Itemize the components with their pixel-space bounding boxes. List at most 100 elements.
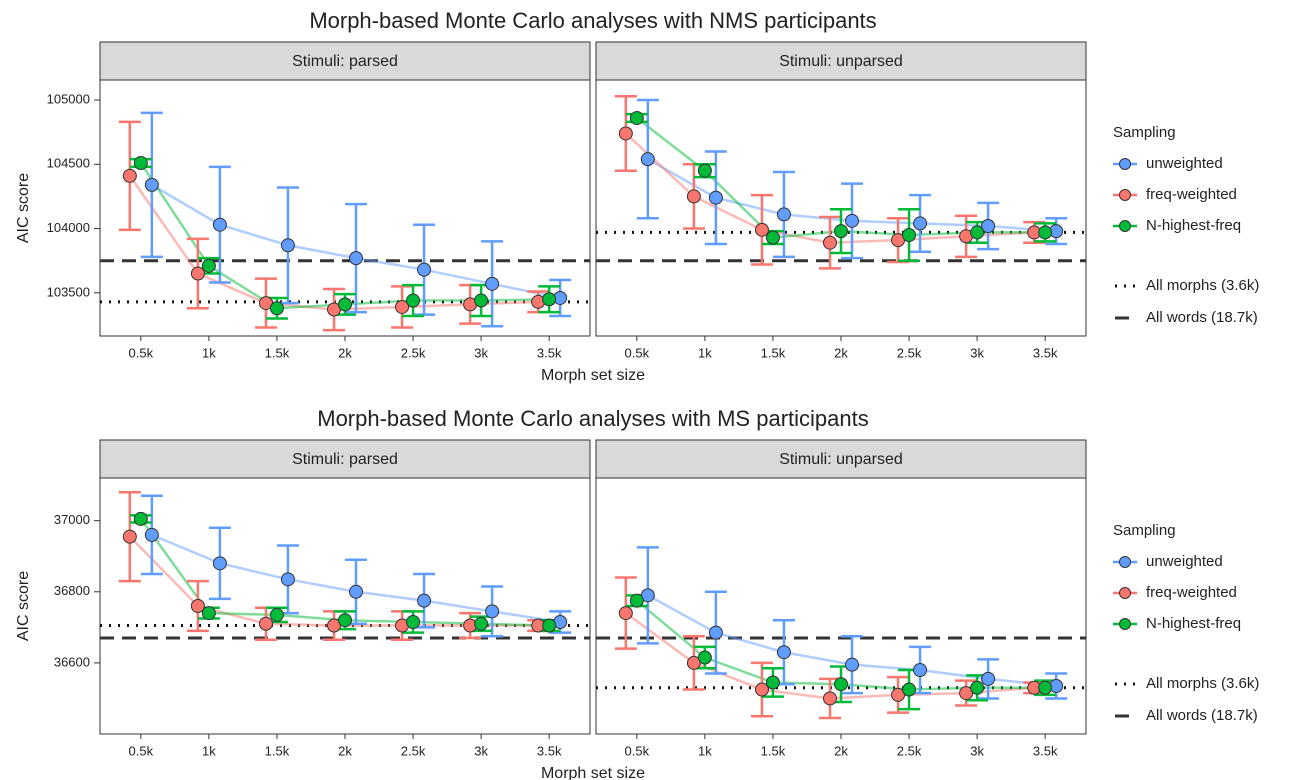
legend-label: All words (18.7k) <box>1146 309 1258 326</box>
legend-point <box>1119 587 1131 599</box>
strip <box>99 439 591 479</box>
chart-title: Morph-based Monte Carlo analyses with NM… <box>309 8 876 33</box>
point <box>845 657 859 672</box>
point <box>122 529 137 544</box>
panel-title: Stimuli: unparsed <box>779 451 903 468</box>
point <box>618 126 633 141</box>
point <box>406 293 421 308</box>
point <box>981 218 996 233</box>
point <box>902 682 917 697</box>
point <box>708 625 723 640</box>
legend-label: All morphs (3.6k) <box>1146 675 1259 692</box>
x-tick-label: 1k <box>698 743 712 758</box>
legend-point <box>1119 189 1131 201</box>
point <box>834 224 848 239</box>
x-tick-label: 1.5k <box>265 345 290 360</box>
x-tick-label: 2k <box>338 743 352 758</box>
panel-title: Stimuli: parsed <box>292 53 398 70</box>
legend-point <box>1119 618 1131 630</box>
point <box>542 618 557 633</box>
point <box>406 615 421 629</box>
point <box>201 258 216 273</box>
point <box>708 190 723 205</box>
point <box>212 556 227 571</box>
strip <box>595 41 1087 81</box>
point <box>269 301 284 316</box>
y-tick-label: 104000 <box>47 220 90 235</box>
point <box>349 584 363 599</box>
point <box>776 207 791 222</box>
legend-label: All morphs (3.6k) <box>1146 277 1259 294</box>
x-tick-label: 1.5k <box>761 743 786 758</box>
legend-label: freq-weighted <box>1146 584 1237 601</box>
point <box>834 677 848 692</box>
point <box>122 168 137 183</box>
x-tick-label: 3k <box>474 743 488 758</box>
point <box>1038 225 1053 240</box>
point <box>970 680 985 695</box>
x-tick-label: 3.5k <box>537 345 562 360</box>
point <box>629 593 644 608</box>
x-tick-label: 0.5k <box>625 345 650 360</box>
y-tick-label: 36800 <box>54 583 90 598</box>
point <box>913 216 928 231</box>
panel <box>595 79 1087 337</box>
x-tick-label: 1k <box>698 345 712 360</box>
point <box>395 299 410 314</box>
legend-point <box>1119 220 1131 232</box>
legend-title: Sampling <box>1113 124 1176 141</box>
x-tick-label: 2k <box>338 345 352 360</box>
point <box>765 230 780 245</box>
x-tick-label: 2k <box>834 345 848 360</box>
legend-label: unweighted <box>1146 553 1223 570</box>
point <box>133 511 148 526</box>
strip <box>99 41 591 81</box>
point <box>754 222 769 237</box>
panel-title: Stimuli: parsed <box>292 451 398 468</box>
x-tick-label: 2k <box>834 743 848 758</box>
point <box>686 189 701 204</box>
legend-point <box>1119 158 1131 170</box>
point <box>776 645 791 660</box>
legend-label: unweighted <box>1146 155 1223 172</box>
point <box>697 163 712 178</box>
panel-title: Stimuli: unparsed <box>779 53 903 70</box>
x-axis-label: Morph set size <box>541 367 645 384</box>
point <box>485 604 500 619</box>
point <box>697 650 712 665</box>
point <box>349 251 363 266</box>
legend-label: freq-weighted <box>1146 186 1237 203</box>
x-tick-label: 1.5k <box>761 345 786 360</box>
x-tick-label: 0.5k <box>129 743 154 758</box>
y-axis-label: AIC score <box>15 571 32 641</box>
point <box>417 262 432 277</box>
legend-label: N-highest-freq <box>1146 217 1241 234</box>
x-tick-label: 3.5k <box>537 743 562 758</box>
point <box>823 235 837 250</box>
y-axis-label: AIC score <box>15 173 32 243</box>
point <box>765 675 780 690</box>
x-tick-label: 2.5k <box>897 743 922 758</box>
point <box>280 572 295 587</box>
point <box>212 217 227 232</box>
x-tick-label: 2.5k <box>897 345 922 360</box>
point <box>144 177 159 192</box>
x-tick-label: 3k <box>970 743 984 758</box>
point <box>981 671 996 686</box>
point <box>144 527 159 542</box>
point <box>629 111 644 126</box>
x-axis-label: Morph set size <box>541 765 645 780</box>
point <box>902 227 917 242</box>
point <box>618 606 633 621</box>
y-tick-label: 103500 <box>47 284 90 299</box>
point <box>754 682 769 697</box>
point <box>640 152 655 167</box>
point <box>542 292 557 307</box>
point <box>201 606 216 621</box>
x-tick-label: 0.5k <box>625 743 650 758</box>
legend-title: Sampling <box>1113 522 1176 539</box>
point <box>823 691 837 706</box>
point <box>190 266 205 281</box>
x-tick-label: 0.5k <box>129 345 154 360</box>
